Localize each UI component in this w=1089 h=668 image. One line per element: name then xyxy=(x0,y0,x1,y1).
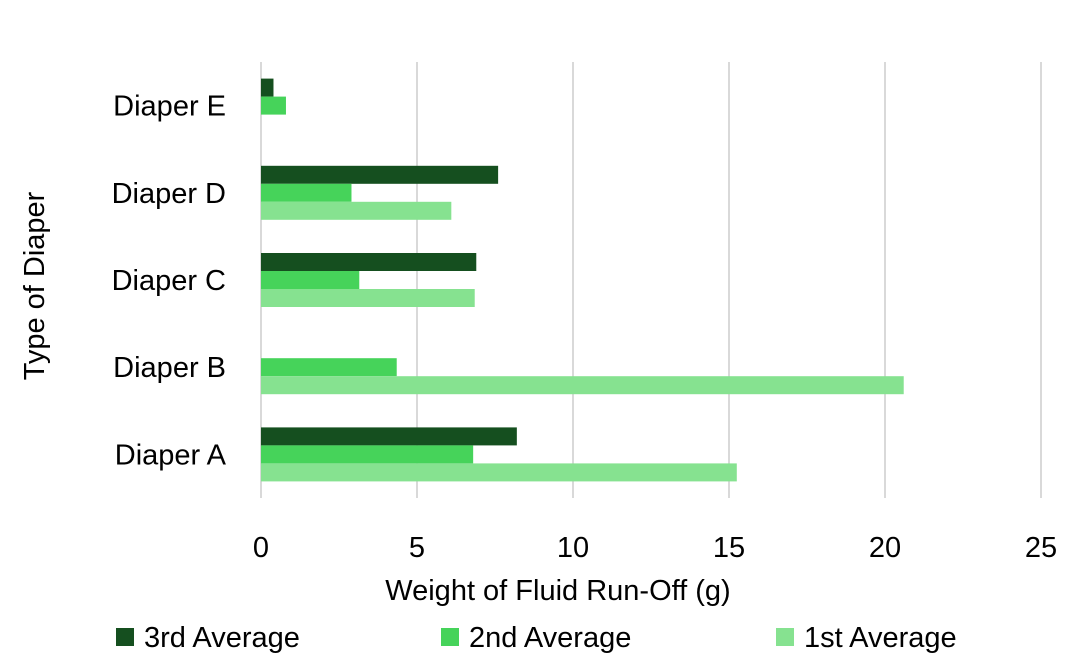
bar-2nd-average-diaper-e xyxy=(261,96,286,115)
x-axis-title: Weight of Fluid Run-Off (g) xyxy=(385,575,730,607)
y-axis-categories: Diaper A Diaper B Diaper C Diaper D Diaper E xyxy=(112,91,227,472)
bar-1st-average-diaper-d xyxy=(261,201,452,220)
legend-label: 1st Average xyxy=(804,622,957,654)
bar-3rd-average-diaper-d xyxy=(261,165,499,184)
legend: 3rd Average 2nd Average 1st Average xyxy=(116,622,957,654)
bar-3rd-average-diaper-a xyxy=(261,427,517,446)
bar-2nd-average-diaper-b xyxy=(261,358,397,377)
x-tick-label: 25 xyxy=(1025,532,1057,564)
legend-label: 3rd Average xyxy=(144,622,300,654)
y-category-label: Diaper A xyxy=(115,439,227,471)
legend-label: 2nd Average xyxy=(469,622,631,654)
bar-3rd-average-diaper-e xyxy=(261,78,274,97)
bar-2nd-average-diaper-c xyxy=(261,271,360,289)
legend-swatch xyxy=(116,628,134,646)
y-category-label: Diaper C xyxy=(112,265,226,297)
y-category-label: Diaper B xyxy=(113,352,226,384)
x-tick-label: 15 xyxy=(713,532,745,564)
x-axis-ticks: 0 5 10 15 20 25 xyxy=(253,532,1057,564)
y-axis-title: Type of Diaper xyxy=(19,191,51,380)
bar-2nd-average-diaper-d xyxy=(261,183,352,202)
gridlines xyxy=(260,62,1042,498)
bar-2nd-average-diaper-a xyxy=(261,445,474,464)
y-category-label: Diaper D xyxy=(112,178,226,210)
bar-1st-average-diaper-c xyxy=(261,289,475,307)
y-category-label: Diaper E xyxy=(113,91,226,123)
bar-1st-average-diaper-b xyxy=(261,376,904,395)
bar-1st-average-diaper-a xyxy=(261,463,737,482)
x-tick-label: 0 xyxy=(253,532,269,564)
x-tick-label: 5 xyxy=(409,532,425,564)
bar-3rd-average-diaper-c xyxy=(261,253,477,271)
x-tick-label: 20 xyxy=(869,532,901,564)
x-tick-label: 10 xyxy=(557,532,589,564)
bars xyxy=(261,78,904,482)
legend-swatch xyxy=(441,628,459,646)
legend-swatch xyxy=(776,628,794,646)
